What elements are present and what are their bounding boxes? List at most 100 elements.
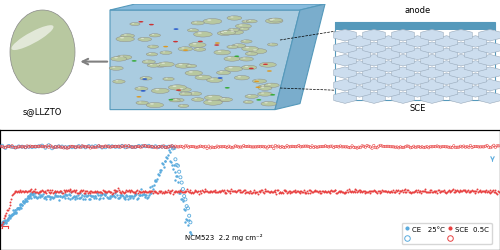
Text: s@LLZTO: s@LLZTO: [23, 107, 62, 116]
Ellipse shape: [136, 97, 141, 98]
Point: [97, 193, 106, 197]
Point: [136, 194, 144, 198]
Point: [370, 144, 378, 148]
Point: [130, 194, 138, 198]
Ellipse shape: [268, 44, 278, 47]
Point: [446, 146, 454, 150]
Point: [436, 190, 444, 194]
Point: [60, 197, 68, 201]
Polygon shape: [435, 36, 458, 48]
Point: [146, 190, 154, 194]
Point: [203, 147, 211, 151]
Point: [19, 200, 27, 203]
Point: [104, 189, 112, 193]
Point: [155, 146, 163, 150]
Ellipse shape: [160, 52, 172, 55]
Point: [358, 190, 366, 194]
Point: [322, 144, 330, 148]
Polygon shape: [334, 43, 356, 54]
Point: [353, 146, 361, 150]
Point: [392, 188, 400, 192]
Point: [143, 145, 151, 149]
Ellipse shape: [174, 29, 178, 31]
Point: [296, 191, 304, 195]
Point: [160, 166, 168, 170]
Point: [44, 188, 52, 192]
Point: [43, 144, 51, 148]
Ellipse shape: [146, 54, 158, 57]
Point: [0, 221, 8, 225]
Ellipse shape: [179, 65, 182, 66]
Point: [376, 144, 384, 148]
Point: [26, 144, 34, 148]
Point: [89, 194, 97, 198]
Point: [58, 195, 66, 199]
Point: [40, 190, 48, 194]
Point: [440, 145, 448, 149]
Polygon shape: [392, 55, 414, 67]
Point: [20, 190, 28, 194]
Point: [25, 195, 33, 199]
Point: [370, 189, 378, 193]
Ellipse shape: [182, 93, 184, 94]
Ellipse shape: [256, 80, 258, 82]
Point: [356, 146, 364, 150]
Point: [405, 145, 413, 149]
Point: [120, 196, 128, 200]
Point: [325, 145, 333, 149]
Point: [52, 145, 60, 149]
Point: [32, 145, 40, 149]
Ellipse shape: [242, 47, 258, 52]
Point: [443, 145, 451, 149]
Point: [388, 190, 396, 194]
Ellipse shape: [148, 46, 158, 49]
Point: [135, 145, 143, 149]
Point: [299, 190, 307, 194]
Ellipse shape: [194, 48, 206, 52]
Point: [38, 189, 45, 193]
Point: [88, 190, 96, 194]
Point: [52, 190, 60, 194]
Point: [390, 190, 398, 194]
Point: [208, 146, 216, 150]
Ellipse shape: [196, 49, 199, 50]
Point: [10, 146, 18, 150]
Point: [369, 189, 377, 193]
Point: [358, 144, 366, 148]
Point: [360, 145, 368, 149]
Point: [125, 194, 133, 198]
Point: [324, 190, 332, 194]
Point: [23, 190, 31, 194]
Point: [422, 146, 430, 150]
Point: [376, 191, 384, 195]
Point: [170, 189, 178, 193]
Point: [170, 163, 178, 167]
Point: [182, 217, 190, 221]
Point: [70, 188, 78, 192]
Point: [368, 147, 376, 151]
Point: [98, 146, 106, 150]
Point: [5, 206, 13, 210]
Point: [30, 188, 38, 192]
Point: [209, 189, 217, 193]
Point: [75, 144, 83, 148]
Ellipse shape: [217, 98, 230, 102]
Point: [254, 145, 263, 149]
Point: [40, 145, 48, 149]
Ellipse shape: [232, 44, 246, 49]
Point: [448, 146, 456, 150]
Point: [125, 188, 133, 192]
Point: [166, 150, 173, 154]
Point: [225, 190, 233, 194]
Point: [80, 191, 88, 195]
Polygon shape: [464, 86, 487, 98]
Point: [398, 189, 406, 193]
Point: [283, 191, 291, 195]
Ellipse shape: [204, 96, 222, 101]
Point: [484, 190, 492, 194]
Ellipse shape: [150, 34, 160, 38]
Point: [274, 188, 282, 192]
Polygon shape: [377, 36, 400, 48]
Ellipse shape: [178, 48, 192, 52]
Point: [222, 191, 230, 195]
